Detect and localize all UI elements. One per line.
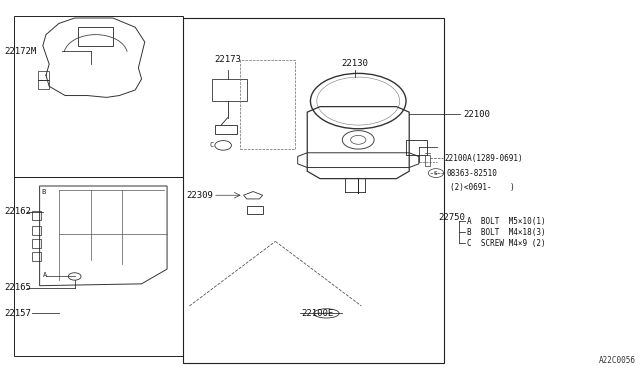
Text: 22309: 22309 [186, 191, 213, 200]
Text: 08363-82510: 08363-82510 [446, 169, 497, 177]
Text: S: S [434, 171, 438, 176]
Text: 22100A(1289-0691): 22100A(1289-0691) [444, 154, 523, 163]
Bar [241, 61, 294, 149]
Text: (2)<0691-    ): (2)<0691- ) [450, 183, 515, 192]
Bar [183, 18, 444, 363]
Text: 22750: 22750 [438, 213, 465, 222]
Text: 22130: 22130 [342, 59, 369, 68]
Text: A: A [43, 272, 47, 278]
Text: A22C0056: A22C0056 [598, 356, 636, 365]
Bar [32, 239, 41, 248]
Bar [32, 226, 41, 235]
Bar [246, 206, 262, 214]
Text: 22157: 22157 [4, 309, 31, 318]
Text: C: C [209, 142, 214, 148]
Bar [215, 125, 237, 134]
Bar [14, 177, 183, 356]
Bar [32, 211, 41, 220]
Text: B  BOLT  M4×18(3): B BOLT M4×18(3) [467, 228, 545, 237]
Bar [425, 155, 429, 166]
Text: 22100: 22100 [463, 109, 490, 119]
Text: 22100E: 22100E [301, 309, 333, 318]
Text: 22162: 22162 [4, 207, 31, 217]
Bar [38, 71, 49, 80]
Text: 22172M: 22172M [4, 47, 37, 56]
Text: 22165: 22165 [4, 283, 31, 292]
Bar [78, 27, 113, 46]
Bar [14, 16, 183, 177]
Bar [32, 252, 41, 260]
Text: B: B [42, 189, 46, 195]
Bar [38, 80, 49, 89]
Bar [212, 79, 246, 101]
Text: C  SCREW M4×9 (2): C SCREW M4×9 (2) [467, 239, 545, 248]
Text: 22173: 22173 [214, 55, 241, 64]
Text: A  BOLT  M5×10(1): A BOLT M5×10(1) [467, 217, 545, 225]
Bar [406, 140, 427, 155]
